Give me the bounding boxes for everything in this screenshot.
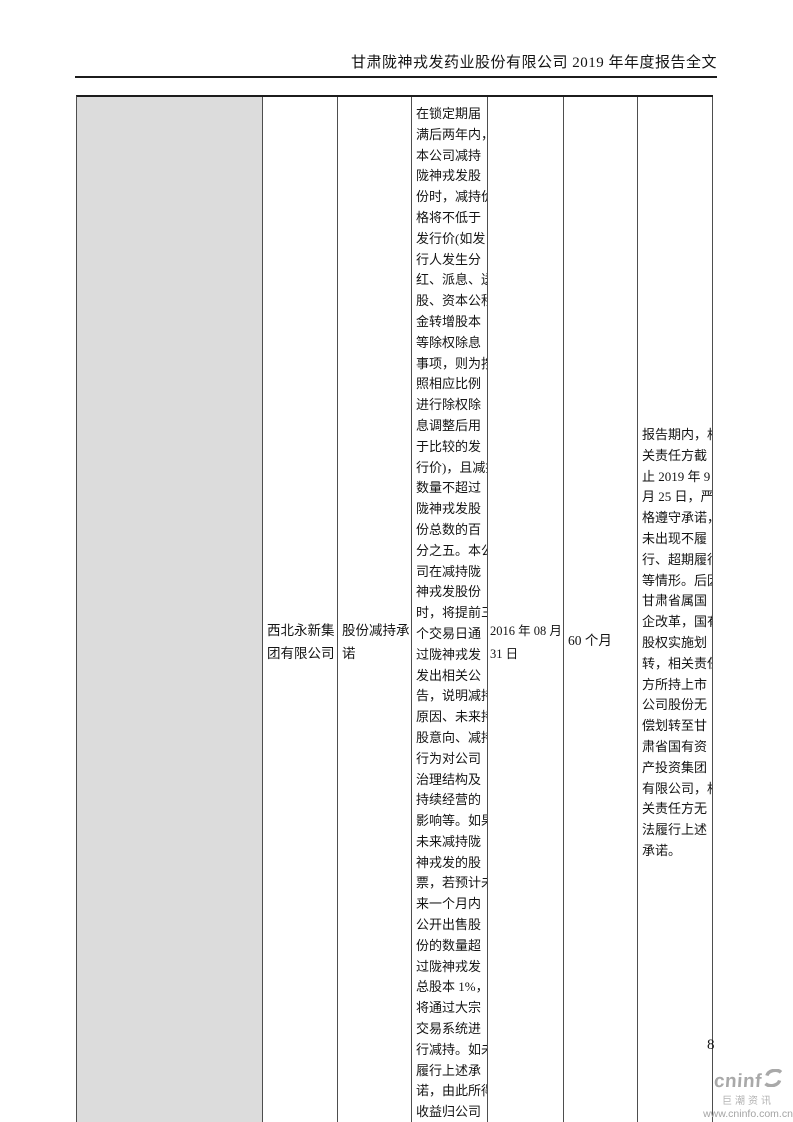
cninfo-caption-text: 巨潮资讯 bbox=[722, 1096, 774, 1107]
cninfo-brand-row: cninf bbox=[712, 1068, 784, 1092]
table-cell-commitment-content: 在锁定期届 满后两年内， 本公司减持 陇神戎发股 份时，减持价 格将不低于 发行… bbox=[412, 97, 488, 1122]
cninfo-url-text: www.cninfo.com.cn bbox=[703, 1108, 793, 1120]
commitment-date-text: 2016 年 08 月 31 日 bbox=[490, 624, 562, 661]
table-cell-commitment-duration: 60 个月 bbox=[564, 97, 638, 1122]
table-cell-commitment-type: 股份减持承 诺 bbox=[338, 97, 412, 1122]
commitment-content-text: 在锁定期届 满后两年内， 本公司减持 陇神戎发股 份时，减持价 格将不低于 发行… bbox=[416, 106, 488, 1120]
commitment-duration-text: 60 个月 bbox=[568, 633, 612, 648]
performance-status-text: 报告期内，相 关责任方截 止 2019 年 9 月 25 日，严 格遵守承诺， … bbox=[642, 427, 713, 858]
table-cell-committing-party: 西北永新集 团有限公司 bbox=[263, 97, 338, 1122]
table-cell-performance-status: 报告期内，相 关责任方截 止 2019 年 9 月 25 日，严 格遵守承诺， … bbox=[638, 97, 713, 1122]
committing-party-text: 西北永新集 团有限公司 bbox=[267, 623, 335, 661]
cninfo-swoosh-icon bbox=[762, 1068, 784, 1092]
commitment-type-text: 股份减持承 诺 bbox=[342, 623, 410, 661]
commitments-table: 西北永新集 团有限公司 股份减持承 诺 在锁定期届 满后两年内， 本公司减持 陇… bbox=[76, 95, 713, 1122]
cninfo-brand-text: cninf bbox=[712, 1070, 763, 1092]
table-cell-commitment-date: 2016 年 08 月 31 日 bbox=[488, 97, 564, 1122]
cninfo-logo: cninf 巨潮资讯 www.cninfo.com.cn bbox=[703, 1068, 793, 1120]
table-cell-shaded-spanner bbox=[77, 97, 263, 1122]
page-number: 8 bbox=[707, 1037, 715, 1053]
page-header-title: 甘肃陇神戎发药业股份有限公司 2019 年年度报告全文 bbox=[350, 55, 717, 71]
header-divider bbox=[75, 76, 717, 78]
